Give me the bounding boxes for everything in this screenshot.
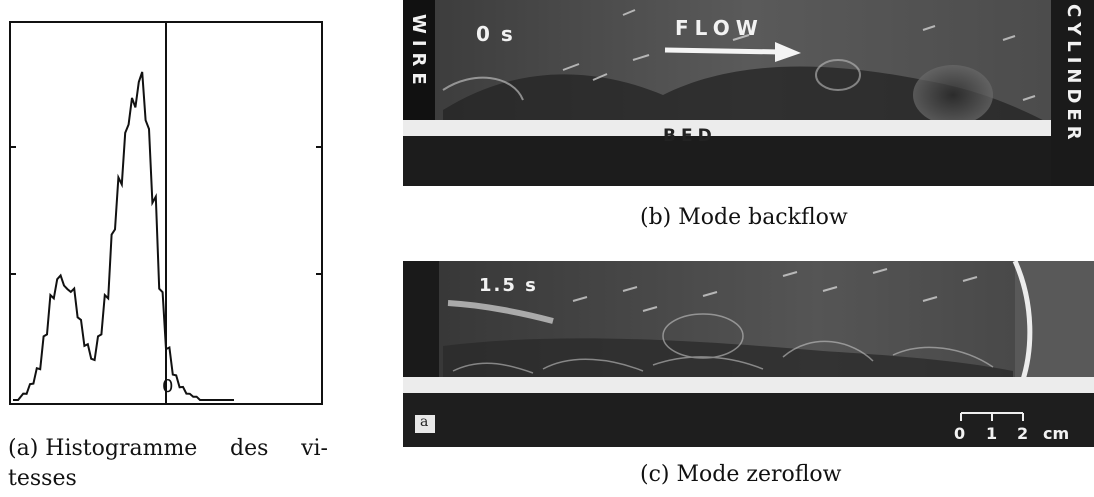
caption-a-part: vi-	[301, 436, 328, 461]
flow-label: FLOW	[675, 16, 764, 40]
caption-b: (b) Mode backflow	[640, 205, 848, 230]
scale-tick-label: 0	[954, 424, 966, 443]
caption-a-line2: tesses	[8, 466, 77, 491]
bed-label: BED	[663, 126, 717, 146]
backflow-photo: 0 s FLOW WIRE CYLINDER BED	[403, 0, 1094, 186]
scale-bar	[960, 412, 1024, 421]
zeroflow-photo-art	[403, 261, 1094, 447]
caption-a-part: (a) Histogramme	[8, 436, 198, 461]
time-label: 0 s	[476, 22, 515, 46]
axis-ticks	[10, 146, 322, 275]
scale-unit-label: cm	[1043, 424, 1070, 443]
wire-label: WIRE	[408, 14, 429, 91]
caption-a-part: des	[230, 436, 269, 461]
corner-label: a	[420, 414, 429, 430]
scale-tick-label: 2	[1017, 424, 1029, 443]
zeroflow-photo: 1.5 s a 0 1 2 cm	[403, 261, 1094, 447]
time-label: 1.5 s	[479, 275, 538, 296]
backflow-photo-art	[403, 0, 1094, 186]
velocity-histogram: 0	[9, 21, 323, 405]
zero-tick-label: 0	[162, 376, 173, 397]
cylinder-label: CYLINDER	[1063, 4, 1084, 145]
scale-tick-label: 1	[986, 424, 998, 443]
caption-c: (c) Mode zeroflow	[640, 462, 842, 487]
histogram-series	[13, 71, 234, 401]
caption-a: (a) Histogramme des vi-	[8, 434, 328, 464]
